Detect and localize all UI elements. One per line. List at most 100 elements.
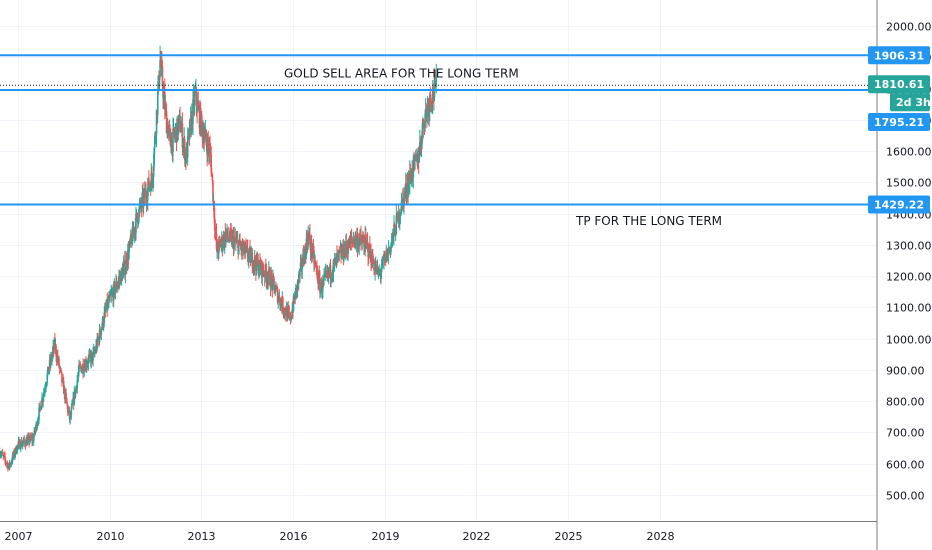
candle-body (106, 301, 109, 310)
candle-body (196, 102, 199, 112)
level-tag-1906-text: 1906.31 (874, 49, 924, 62)
candle-body (367, 243, 369, 258)
candle-body (201, 114, 203, 125)
candle-body (377, 266, 379, 276)
candle-body (82, 371, 85, 373)
time-tick-label: 2028 (647, 530, 675, 543)
candle-body (291, 309, 294, 317)
candle-body (370, 251, 372, 263)
candle-body (265, 264, 267, 273)
candle-body (32, 436, 35, 442)
candle-body (310, 240, 313, 255)
annotation-take-profit: TP FOR THE LONG TERM (575, 214, 722, 228)
candle-body (311, 254, 314, 256)
candle-body (42, 392, 45, 398)
candle-body (66, 402, 69, 406)
candle-body (51, 351, 54, 357)
candle-body (46, 373, 49, 383)
candle-body (275, 287, 277, 292)
horizontal-levels[interactable] (0, 54, 877, 206)
candle-body (390, 244, 392, 253)
candle-body (407, 178, 410, 193)
candle-body (28, 436, 30, 443)
candle-body (74, 389, 77, 397)
candle-body (79, 365, 82, 368)
candle-body (403, 193, 405, 208)
candle-body (227, 236, 230, 239)
candle-body (93, 350, 96, 354)
candle-body (138, 206, 141, 209)
candle-body (14, 453, 16, 456)
candle-body (226, 228, 229, 237)
candle-body (186, 136, 189, 158)
candle-body (82, 364, 84, 373)
candle-body (399, 214, 401, 221)
candle-body (9, 463, 12, 467)
candle-body (210, 155, 213, 173)
candle-body (319, 289, 322, 293)
candle-body (287, 310, 290, 313)
level-tag-1795-text: 1795.21 (874, 116, 924, 129)
candle-body (159, 60, 161, 78)
candle-body (234, 236, 237, 242)
candle-body (54, 339, 56, 349)
candle-body (314, 263, 317, 266)
candle-body (58, 367, 61, 369)
candle-body (216, 243, 219, 251)
candle-body (151, 172, 153, 179)
candle-body (430, 106, 433, 107)
candle-body (404, 190, 406, 196)
candle-body (262, 264, 264, 272)
candle-body (42, 397, 44, 402)
candle-body (129, 234, 132, 243)
candle-body (10, 462, 13, 464)
candle-body (17, 441, 20, 445)
candle-body (87, 358, 90, 365)
candle-body (15, 451, 18, 454)
candle-body (100, 329, 103, 335)
time-tick-label: 2007 (5, 530, 33, 543)
candle-body (307, 233, 309, 247)
candle-body (286, 308, 289, 320)
candle-body (15, 447, 17, 454)
candle-body (424, 113, 426, 129)
candle-body (409, 170, 412, 178)
candle-body (71, 404, 73, 409)
candle-body (152, 177, 154, 184)
candle-body (222, 244, 224, 249)
time-tick-label: 2025 (555, 530, 583, 543)
candle-body (349, 237, 351, 248)
candle-body (412, 159, 415, 178)
candle-body (124, 260, 126, 275)
candle-body (356, 236, 359, 249)
candle-body (393, 224, 396, 228)
candle-body (252, 264, 255, 269)
candle-body (205, 139, 208, 146)
candle-body (19, 448, 22, 450)
candle-body (321, 290, 324, 293)
candle-body (377, 272, 380, 276)
candle-body (270, 275, 273, 281)
candle-body (173, 127, 175, 134)
candle-body (179, 115, 181, 131)
candle-body (327, 271, 330, 276)
candle-body (255, 255, 258, 272)
candle-body (5, 462, 7, 464)
candle-body (142, 195, 145, 207)
candle-body (343, 257, 345, 259)
candle-body (395, 215, 398, 235)
candle-body (274, 291, 277, 294)
candle-body (162, 91, 165, 98)
candle-body (205, 129, 207, 140)
candle-body (116, 284, 119, 287)
candle-body (118, 277, 120, 282)
candle-body (433, 77, 436, 98)
candle-body (44, 389, 46, 391)
candle-body (400, 199, 403, 212)
candle-body (11, 454, 14, 462)
time-axis[interactable]: 2007 2010 2013 2016 2019 2022 2025 2028 (0, 521, 877, 544)
candle-body (60, 370, 63, 373)
candle-body (109, 295, 112, 297)
candle-body (270, 275, 272, 289)
